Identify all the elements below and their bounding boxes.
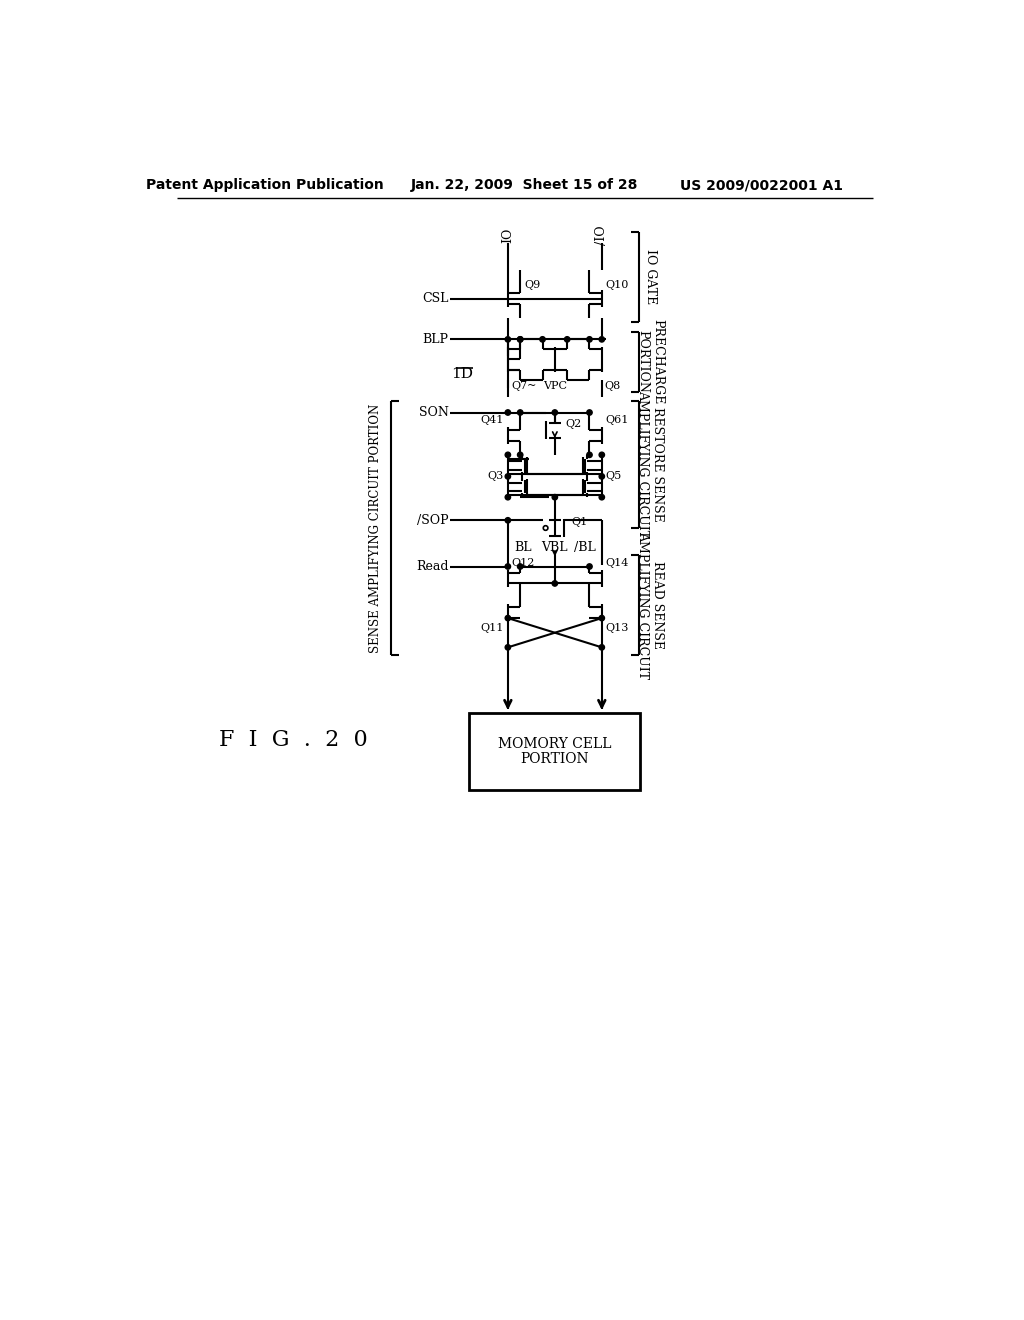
Text: /SOP: /SOP bbox=[417, 513, 449, 527]
Circle shape bbox=[564, 337, 569, 342]
Circle shape bbox=[599, 615, 604, 620]
Text: CSL: CSL bbox=[422, 292, 449, 305]
Circle shape bbox=[505, 644, 511, 649]
Text: /IO: /IO bbox=[595, 226, 608, 246]
Text: SENSE AMPLIFYING CIRCUIT PORTION: SENSE AMPLIFYING CIRCUIT PORTION bbox=[369, 404, 382, 652]
Text: Q7~: Q7~ bbox=[512, 381, 537, 391]
Text: Q9: Q9 bbox=[524, 280, 541, 289]
Text: Q61: Q61 bbox=[605, 416, 629, 425]
Text: IO GATE: IO GATE bbox=[644, 249, 656, 304]
Circle shape bbox=[587, 564, 592, 569]
Circle shape bbox=[517, 337, 523, 342]
Text: Q2: Q2 bbox=[565, 418, 582, 429]
Text: Q13: Q13 bbox=[605, 623, 629, 634]
Circle shape bbox=[505, 409, 511, 416]
Text: 1D: 1D bbox=[451, 367, 473, 381]
Circle shape bbox=[505, 495, 511, 500]
Text: /BL: /BL bbox=[573, 541, 596, 554]
Circle shape bbox=[599, 453, 604, 458]
Text: Q14: Q14 bbox=[605, 557, 629, 568]
Circle shape bbox=[505, 615, 511, 620]
Text: Q11: Q11 bbox=[480, 623, 504, 634]
Circle shape bbox=[587, 337, 592, 342]
Text: Q8: Q8 bbox=[604, 381, 621, 391]
Circle shape bbox=[599, 474, 604, 479]
Circle shape bbox=[552, 409, 557, 416]
Text: Patent Application Publication: Patent Application Publication bbox=[146, 178, 384, 193]
Text: IO: IO bbox=[502, 228, 514, 243]
Circle shape bbox=[505, 564, 511, 569]
Text: MOMORY CELL: MOMORY CELL bbox=[498, 737, 611, 751]
Circle shape bbox=[552, 581, 557, 586]
Circle shape bbox=[587, 453, 592, 458]
Text: READ SENSE
AMPLIFYING CIRCUIT: READ SENSE AMPLIFYING CIRCUIT bbox=[636, 531, 665, 678]
Text: PORTION: PORTION bbox=[520, 752, 589, 766]
Text: BLP: BLP bbox=[423, 333, 449, 346]
Text: SON: SON bbox=[419, 407, 449, 418]
Circle shape bbox=[540, 337, 545, 342]
Circle shape bbox=[505, 453, 511, 458]
Text: Jan. 22, 2009  Sheet 15 of 28: Jan. 22, 2009 Sheet 15 of 28 bbox=[411, 178, 639, 193]
Circle shape bbox=[505, 337, 511, 342]
Text: F  I  G  .  2  0: F I G . 2 0 bbox=[219, 729, 368, 751]
Circle shape bbox=[599, 495, 604, 500]
Text: Q5: Q5 bbox=[605, 471, 622, 482]
Text: Read: Read bbox=[416, 560, 449, 573]
Circle shape bbox=[517, 564, 523, 569]
Circle shape bbox=[517, 453, 523, 458]
Text: VBL: VBL bbox=[542, 541, 568, 554]
Text: VPC: VPC bbox=[543, 381, 567, 391]
Circle shape bbox=[552, 495, 557, 500]
Text: Q10: Q10 bbox=[605, 280, 629, 289]
Text: Q12: Q12 bbox=[512, 557, 536, 568]
Bar bbox=[469, 713, 640, 789]
Circle shape bbox=[599, 644, 604, 649]
Text: PRECHARGE
PORTION: PRECHARGE PORTION bbox=[636, 319, 665, 404]
Circle shape bbox=[599, 337, 604, 342]
Text: BL: BL bbox=[514, 541, 531, 554]
Circle shape bbox=[505, 474, 511, 479]
Text: Q1: Q1 bbox=[571, 517, 588, 527]
Text: Q41: Q41 bbox=[480, 416, 504, 425]
Text: RESTORE SENSE
AMPLIFYING CIRCUIT: RESTORE SENSE AMPLIFYING CIRCUIT bbox=[636, 391, 665, 539]
Circle shape bbox=[505, 517, 511, 523]
Circle shape bbox=[517, 337, 523, 342]
Circle shape bbox=[517, 409, 523, 416]
Circle shape bbox=[587, 409, 592, 416]
Text: US 2009/0022001 A1: US 2009/0022001 A1 bbox=[681, 178, 844, 193]
Text: Q3: Q3 bbox=[487, 471, 504, 482]
